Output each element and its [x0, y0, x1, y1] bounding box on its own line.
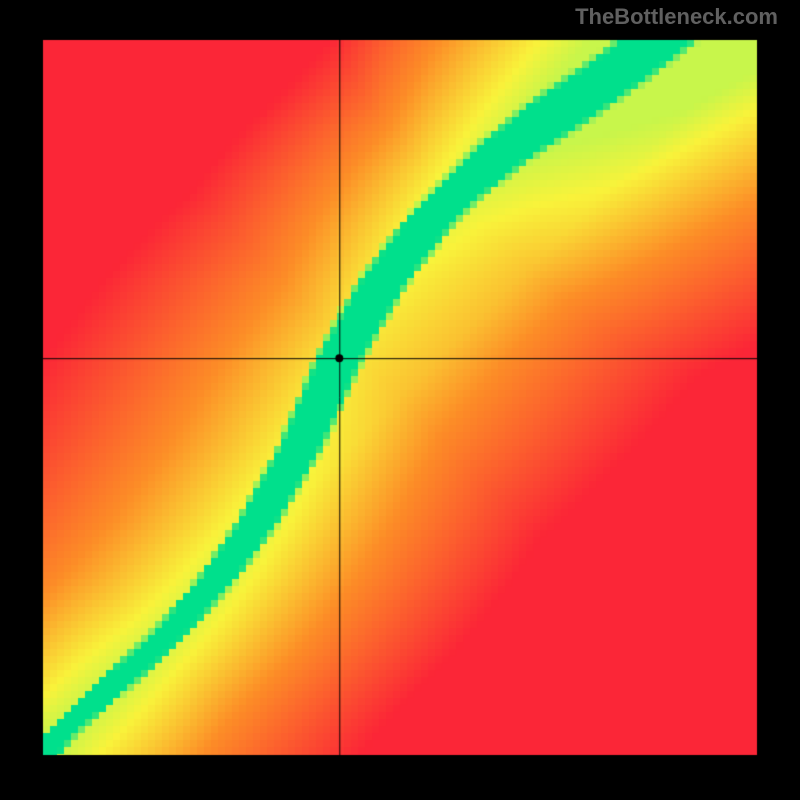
- watermark-text: TheBottleneck.com: [575, 4, 778, 30]
- bottleneck-heatmap: [0, 0, 800, 800]
